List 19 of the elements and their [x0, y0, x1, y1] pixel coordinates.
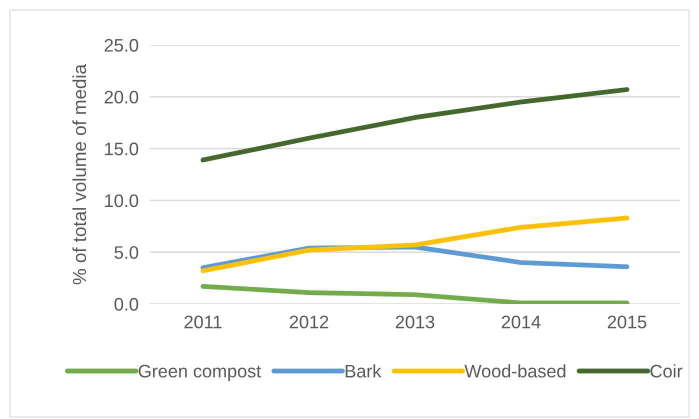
x-tick-label: 2013	[396, 316, 434, 328]
legend-label: Bark	[346, 364, 382, 378]
y-tick-label: 20.0	[104, 90, 138, 104]
x-tick-label: 2014	[502, 316, 541, 328]
line-series	[200, 284, 630, 304]
line-series	[200, 87, 630, 162]
y-tick-label: 5.0	[114, 246, 138, 259]
y-tick-label: 0.0	[114, 298, 138, 311]
y-axis-title: % of total volume of media	[72, 64, 86, 284]
x-tick-label: 2012	[290, 316, 328, 328]
y-tick-label: 15.0	[105, 142, 138, 156]
y-tick-label: 25.0	[104, 38, 138, 52]
x-tick-label: 2011	[184, 316, 222, 328]
legend-label: Coir	[650, 364, 682, 378]
legend-label: Wood-based	[464, 364, 566, 378]
line-series	[200, 216, 630, 274]
legend-label: Green compost	[138, 364, 262, 382]
y-tick-label: 10.0	[105, 194, 138, 208]
x-tick-label: 2015	[608, 316, 646, 328]
